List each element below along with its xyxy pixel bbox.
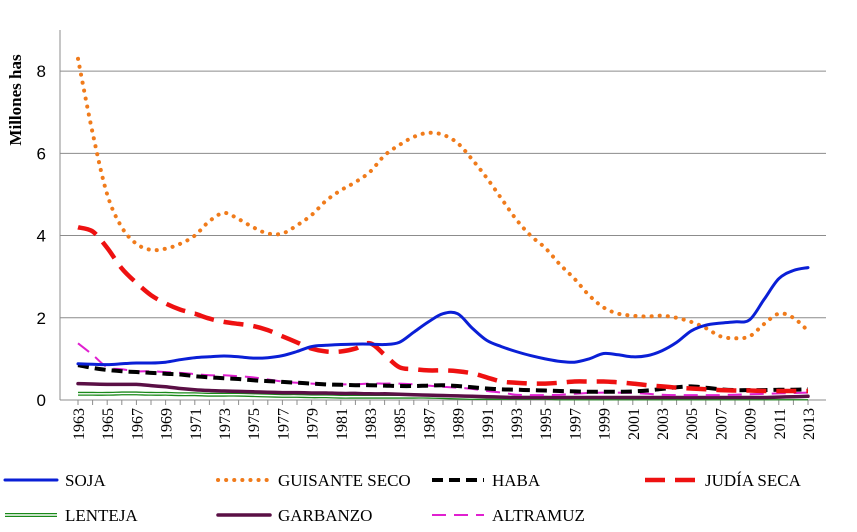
x-tick-label: 2009: [743, 408, 760, 440]
legend-label: JUDÍA SECA: [705, 471, 802, 490]
legend-item-altramuz: ALTRAMUZ: [432, 506, 585, 525]
legend-label: GUISANTE SECO: [278, 471, 411, 490]
x-tick-label: 1999: [597, 408, 614, 440]
x-tick-label: 2003: [655, 408, 672, 440]
y-tick-labels: 0 2 4 6 8: [37, 62, 46, 410]
legend-item-garbanzo: GARBANZO: [216, 506, 372, 525]
legend-item-haba: HABA: [432, 471, 541, 490]
legend-item-guisante-seco: GUISANTE SECO: [216, 471, 411, 490]
x-tick-label: 1963: [71, 408, 88, 440]
x-tick-label: 2011: [772, 408, 789, 439]
x-tick-label: 1971: [188, 408, 205, 440]
x-tick-label: 1965: [100, 408, 117, 440]
series-line-soja: [76, 266, 810, 367]
x-tick-label: 1973: [217, 408, 234, 440]
x-tick-label: 1981: [334, 408, 351, 440]
legend-item-lenteja: LENTEJA: [5, 506, 138, 525]
series-line-jud-a-seca: [77, 225, 808, 394]
legend-item-jud-a-seca: JUDÍA SECA: [645, 471, 802, 490]
x-tick-label: 1977: [275, 408, 292, 440]
x-tick-label: 1983: [363, 408, 380, 440]
x-tick-label: 2001: [626, 408, 643, 440]
legend-label: HABA: [492, 471, 541, 490]
y-tick-label: 0: [37, 391, 46, 410]
legend-label: GARBANZO: [278, 506, 372, 525]
x-tick-label: 1969: [159, 408, 176, 440]
series-line-guisante-seco: [76, 56, 810, 341]
x-tick-label: 1993: [509, 408, 526, 440]
x-tick-label: 1985: [392, 408, 409, 440]
x-tick-label: 1995: [538, 408, 555, 440]
series-line-haba: [77, 363, 809, 394]
legend-label: ALTRAMUZ: [492, 506, 585, 525]
y-tick-label: 6: [37, 144, 46, 163]
x-tick-label: 1979: [305, 408, 322, 440]
y-tick-label: 2: [37, 309, 46, 328]
series-line-garbanzo: [76, 381, 810, 400]
x-tick-label: 2007: [713, 408, 730, 440]
grid-lines: [59, 30, 826, 405]
x-tick-label: 1967: [129, 408, 146, 440]
series-lines: [76, 56, 810, 401]
x-tick-label: 2005: [684, 408, 701, 440]
y-tick-label: 4: [37, 227, 46, 246]
legend: SOJA GUISANTE SECO HABA JUDÍA SECA LENTEJA GA…: [3, 471, 802, 525]
x-tick-label: 1997: [567, 408, 584, 440]
y-tick-label: 8: [37, 62, 46, 81]
legend-label: LENTEJA: [65, 506, 138, 525]
x-tick-label: 1989: [451, 408, 468, 440]
y-axis-label: Millones has: [6, 54, 25, 146]
legend-item-soja: SOJA: [3, 471, 106, 490]
x-tick-label: 1987: [421, 408, 438, 440]
x-tick-label: 2013: [801, 408, 818, 440]
x-tick-labels: 1963 1965 1967 1969 1971 1973 1975 1977 1979 1981…: [71, 408, 818, 440]
x-tick-label: 1975: [246, 408, 263, 440]
x-tick-label: 1991: [480, 408, 497, 440]
legend-label: SOJA: [65, 471, 106, 490]
